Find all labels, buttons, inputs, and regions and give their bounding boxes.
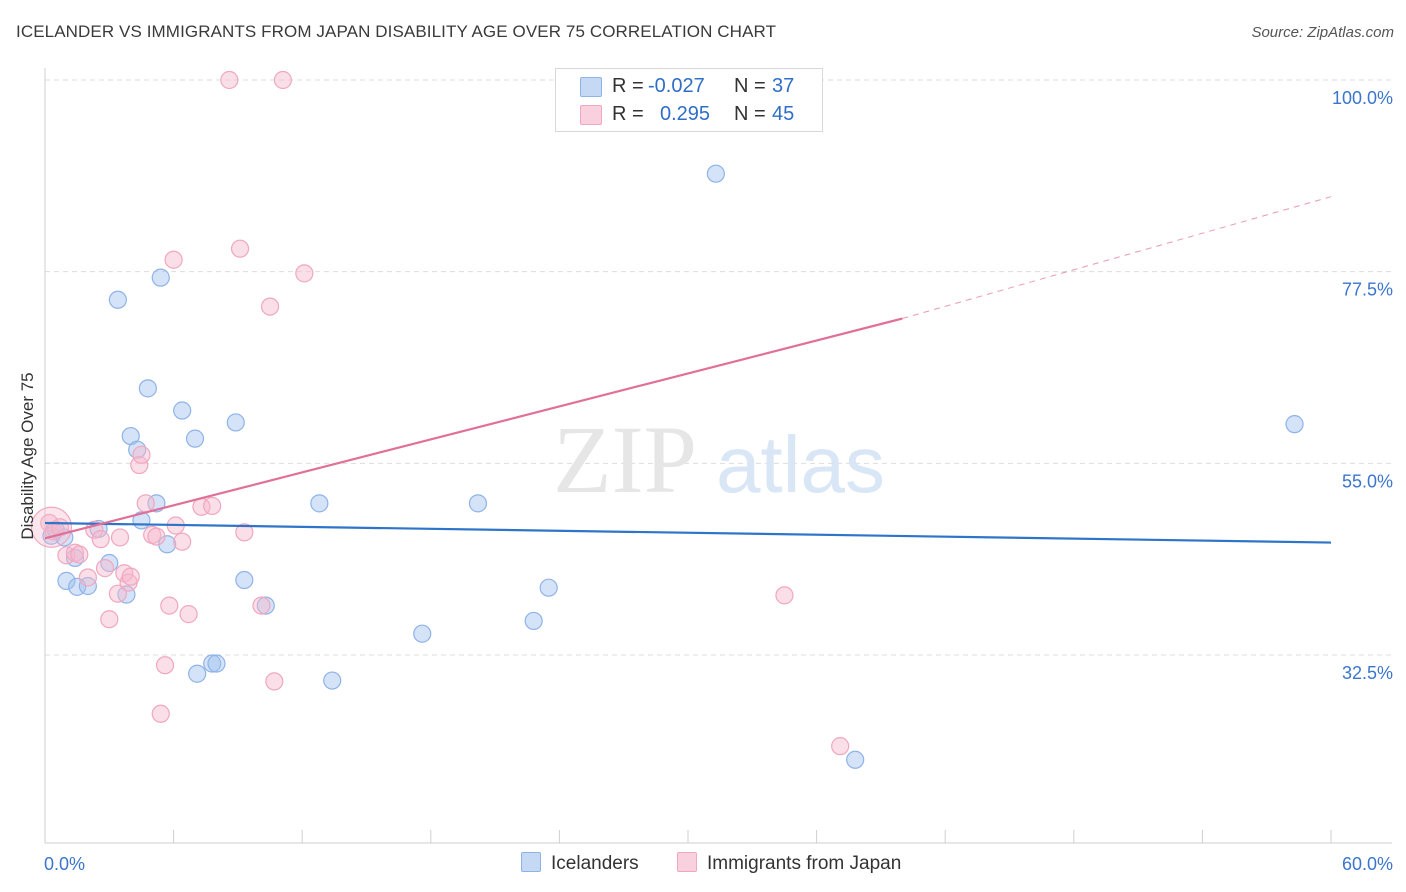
point-icelanders xyxy=(539,578,558,597)
point-japan xyxy=(160,596,179,615)
point-japan xyxy=(78,568,97,587)
point-japan xyxy=(273,70,293,90)
chart-title: ICELANDER VS IMMIGRANTS FROM JAPAN DISAB… xyxy=(16,22,777,41)
point-japan xyxy=(252,596,271,615)
point-japan xyxy=(155,656,175,675)
point-japan xyxy=(831,737,850,756)
bottom-legend-label-japan: Immigrants from Japan xyxy=(707,853,902,874)
point-icelanders xyxy=(138,379,157,398)
point-japan xyxy=(164,250,183,269)
legend-n-label: N = xyxy=(734,103,766,125)
watermark: ZIP atlas xyxy=(553,406,885,513)
trend-line-japan xyxy=(44,317,903,540)
point-icelanders xyxy=(323,671,342,690)
point-icelanders xyxy=(226,413,245,432)
point-japan xyxy=(775,586,794,605)
y-tick-label: 100.0% xyxy=(1332,88,1393,108)
trend-line-icelanders xyxy=(44,521,1332,544)
trend-lines xyxy=(44,196,1332,544)
point-japan xyxy=(121,567,140,586)
point-icelanders xyxy=(413,624,432,643)
bottom-legend-label-icelanders: Icelanders xyxy=(551,853,639,874)
point-japan xyxy=(132,445,151,464)
legend-r-label: R = xyxy=(612,75,644,97)
bottom-legend-swatch-blue xyxy=(521,852,541,872)
legend-r-value: -0.027 xyxy=(648,75,705,97)
point-icelanders xyxy=(173,401,192,420)
point-icelanders xyxy=(706,164,725,183)
point-japan xyxy=(147,527,166,546)
y-tick-label: 77.5% xyxy=(1342,280,1393,300)
data-points xyxy=(30,70,1304,769)
source-label: Source: ZipAtlas.com xyxy=(1251,24,1394,41)
bottom-legend-icelanders: Icelanders xyxy=(521,852,639,875)
point-icelanders xyxy=(468,494,488,513)
point-japan xyxy=(265,672,284,691)
point-japan xyxy=(136,494,155,513)
point-icelanders xyxy=(108,290,127,309)
point-japan xyxy=(179,605,198,624)
correlation-legend: R = -0.027 N = 37 R = 0.295 N = 45 xyxy=(555,68,823,132)
point-japan xyxy=(203,496,222,516)
trend-line-japan-extension xyxy=(902,196,1332,319)
point-japan xyxy=(70,545,89,564)
point-japan xyxy=(173,532,192,551)
axis-labels: 32.5% 55.0% 77.5% 100.0% 0.0% 60.0% Disability… xyxy=(18,88,1393,874)
watermark-atlas: atlas xyxy=(716,420,885,509)
point-icelanders xyxy=(524,611,543,631)
bottom-legend-swatch-pink xyxy=(677,852,697,872)
bottom-legend-japan: Immigrants from Japan xyxy=(677,852,901,875)
legend-n-value: 45 xyxy=(772,103,795,125)
legend-swatch-pink xyxy=(580,105,602,125)
point-japan xyxy=(91,530,110,549)
point-icelanders xyxy=(310,494,329,513)
point-icelanders xyxy=(188,664,207,683)
point-japan xyxy=(95,559,115,578)
legend-n-value: 37 xyxy=(772,75,795,97)
point-japan xyxy=(235,523,254,542)
point-icelanders xyxy=(185,429,205,448)
point-icelanders xyxy=(256,596,275,615)
point-icelanders xyxy=(1285,415,1304,434)
point-japan xyxy=(260,297,280,316)
point-icelanders xyxy=(235,570,254,590)
x-tick-label-max: 60.0% xyxy=(1342,854,1393,874)
point-icelanders xyxy=(151,268,170,287)
point-japan xyxy=(230,239,250,258)
point-icelanders xyxy=(57,571,76,590)
point-icelanders xyxy=(203,654,222,673)
legend-n-label: N = xyxy=(734,75,766,97)
y-axis-title: Disability Age Over 75 xyxy=(18,372,37,539)
watermark-zip: ZIP xyxy=(553,406,697,513)
point-japan xyxy=(100,610,119,629)
point-japan xyxy=(295,264,314,283)
y-tick-label: 55.0% xyxy=(1342,471,1393,491)
point-japan xyxy=(151,704,170,723)
point-icelanders xyxy=(207,654,226,673)
y-tick-label: 32.5% xyxy=(1342,663,1393,683)
legend-r-value: 0.295 xyxy=(660,103,711,125)
point-japan xyxy=(220,70,239,90)
legend-swatch-blue xyxy=(580,77,602,97)
point-japan xyxy=(110,528,130,547)
point-icelanders xyxy=(846,750,865,769)
point-japan-cluster xyxy=(30,506,73,548)
x-tick-label-min: 0.0% xyxy=(44,854,85,874)
axes xyxy=(44,68,1392,844)
point-japan xyxy=(108,584,127,603)
legend-r-label: R = xyxy=(612,103,644,125)
